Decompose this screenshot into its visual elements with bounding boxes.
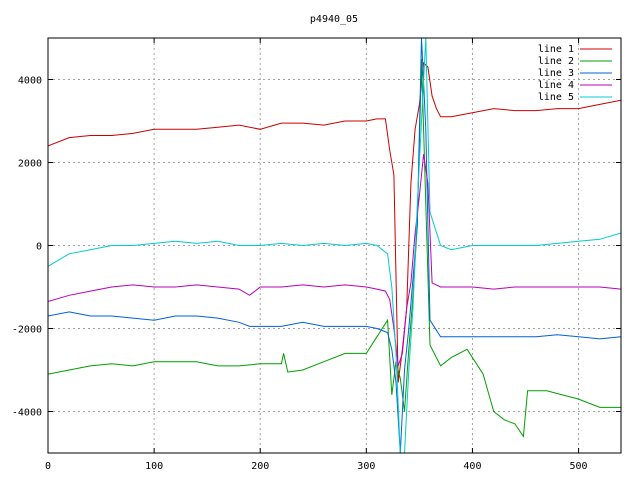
x-tick-label: 0 (45, 461, 51, 472)
axis-ticks: 0 100 200 300 400 500 -4000 -2000 0 2000 4000 (12, 38, 621, 472)
y-tick-label: -4000 (12, 408, 42, 419)
grid-lines (48, 38, 621, 453)
legend-label: line 5 (538, 92, 574, 103)
x-tick-label: 500 (570, 461, 588, 472)
y-tick-label: 4000 (18, 76, 42, 87)
chart-title: p4940_05 (310, 14, 358, 25)
legend-label: line 1 (538, 44, 574, 55)
legend-label: line 3 (538, 68, 574, 79)
y-tick-label: 2000 (18, 159, 42, 170)
y-tick-label: 0 (36, 242, 42, 253)
y-tick-label: -2000 (12, 325, 42, 336)
series-line-1 (48, 61, 621, 383)
legend-label: line 2 (538, 56, 574, 67)
series-lines (48, 38, 621, 453)
series-line-3 (48, 38, 621, 453)
series-line-4 (48, 154, 621, 367)
x-tick-label: 100 (145, 461, 163, 472)
legend-label: line 4 (538, 80, 574, 91)
x-tick-label: 400 (463, 461, 481, 472)
series-line-2 (48, 58, 621, 438)
x-tick-label: 200 (251, 461, 269, 472)
series-line-5 (48, 38, 621, 453)
x-tick-label: 300 (357, 461, 375, 472)
